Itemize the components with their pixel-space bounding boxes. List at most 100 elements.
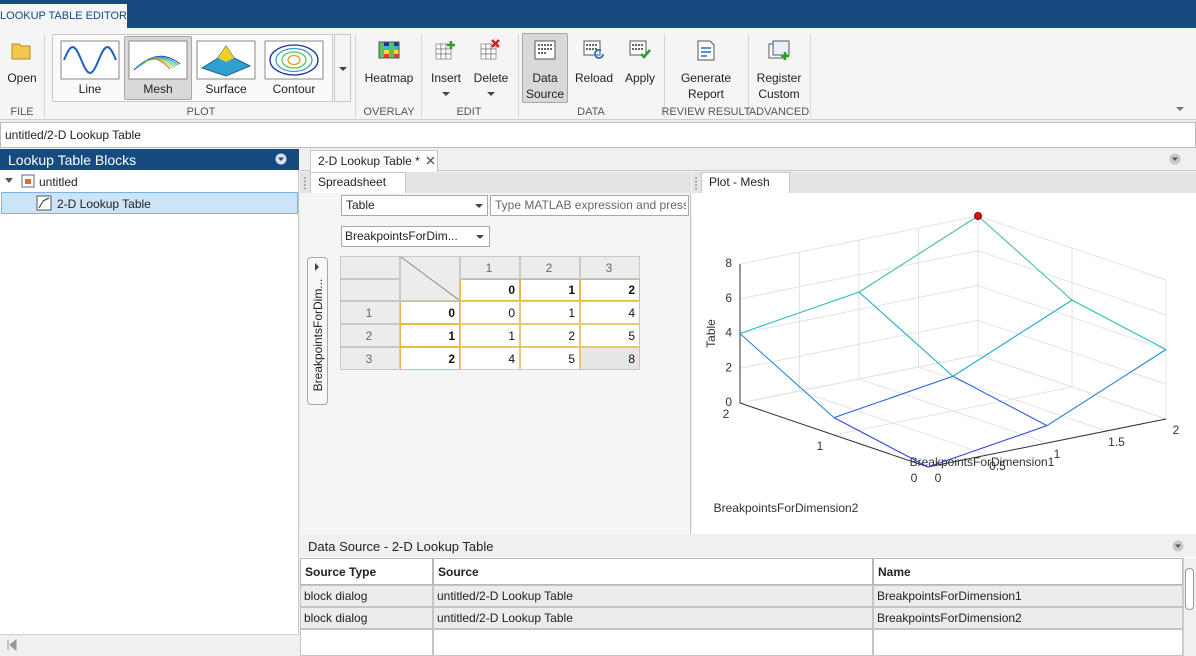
heat-cell bbox=[379, 42, 384, 46]
x-tick-label: 0 bbox=[935, 471, 942, 485]
toggle bbox=[5, 178, 13, 183]
arrow bbox=[1176, 107, 1184, 111]
ds-scroll-thumb[interactable] bbox=[1185, 568, 1194, 610]
table-cell-text: 4 bbox=[463, 352, 515, 366]
heat-cell bbox=[379, 46, 384, 50]
column-header-text: 1 bbox=[463, 261, 515, 275]
dropdown-arrow bbox=[486, 91, 496, 97]
sheet-tab-label: Spreadsheet bbox=[318, 175, 404, 189]
mesh-segment bbox=[978, 216, 1072, 300]
corner-cell bbox=[340, 256, 400, 279]
z-axis-label: Table bbox=[704, 319, 718, 348]
grid-cell bbox=[486, 49, 491, 54]
section-label: EDIT bbox=[419, 106, 519, 118]
doc-collapse bbox=[1169, 153, 1181, 165]
tree-child[interactable]: 2-D Lookup Table bbox=[57, 197, 277, 211]
grid-cell bbox=[486, 44, 491, 49]
mesh-segment bbox=[859, 292, 953, 376]
doc bbox=[630, 41, 646, 55]
grid-cell bbox=[491, 49, 496, 54]
model-icon bbox=[21, 173, 35, 189]
heat-cell bbox=[389, 46, 394, 50]
dropdown-arrow bbox=[474, 203, 484, 209]
button-icon bbox=[766, 38, 792, 62]
win2 bbox=[773, 41, 789, 55]
column-header-text: 3 bbox=[583, 261, 635, 275]
button-label: Open bbox=[2, 70, 42, 86]
thumb bbox=[265, 41, 323, 79]
gallery-label: Surface bbox=[192, 82, 260, 96]
corner-cell bbox=[340, 279, 400, 301]
grid-cell bbox=[441, 49, 446, 54]
heat-cell bbox=[389, 42, 394, 46]
button-label: Delete bbox=[471, 70, 511, 86]
title-bar bbox=[0, 0, 1196, 28]
dropdown-arrow bbox=[441, 91, 451, 97]
heat-cell bbox=[379, 54, 384, 58]
table-cell-text: 5 bbox=[583, 329, 635, 343]
ds-cell bbox=[873, 629, 1183, 656]
grid-line bbox=[740, 216, 1166, 280]
arrow bbox=[487, 92, 495, 96]
ds-cell-text: block dialog bbox=[304, 611, 429, 625]
row-breakpoint-text: 0 bbox=[403, 306, 455, 320]
ds-column-header-text: Source bbox=[438, 565, 868, 579]
button-icon bbox=[376, 38, 402, 62]
close bbox=[427, 157, 434, 164]
heat-cell bbox=[384, 42, 389, 46]
grid-cell bbox=[486, 54, 491, 59]
grid-cell bbox=[436, 49, 441, 54]
tree-root[interactable]: untitled bbox=[39, 175, 239, 189]
grid-cell bbox=[491, 54, 496, 59]
heat-cell bbox=[394, 42, 399, 46]
dot bbox=[695, 188, 697, 190]
drag-handle bbox=[693, 176, 699, 190]
heat-cell bbox=[394, 46, 399, 50]
grid-line bbox=[740, 320, 1166, 384]
column-header-text: 2 bbox=[523, 261, 575, 275]
arrow bbox=[475, 204, 483, 208]
grid-cell bbox=[481, 49, 486, 54]
grid-cell bbox=[446, 49, 451, 54]
column-breakpoint-text: 0 bbox=[463, 283, 515, 297]
mesh-segment bbox=[1072, 300, 1166, 349]
heat-cell bbox=[379, 50, 384, 54]
grid-cell bbox=[441, 44, 446, 49]
address-text: untitled/2-D Lookup Table bbox=[5, 128, 605, 142]
section-label: FILE bbox=[0, 106, 72, 118]
gallery-label: Mesh bbox=[124, 82, 192, 96]
x-tick-label: 1 bbox=[1054, 447, 1061, 461]
grid-line bbox=[859, 240, 1047, 443]
button-label: Insert bbox=[426, 70, 466, 86]
gallery-label: Contour bbox=[260, 82, 328, 96]
grid-line bbox=[740, 264, 928, 467]
section-label: ADVANCED bbox=[729, 106, 829, 118]
heat-cell bbox=[389, 54, 394, 58]
button-icon bbox=[433, 38, 459, 62]
y-tick-label: 2 bbox=[723, 407, 730, 421]
left-bottom bbox=[0, 634, 299, 656]
table-cell-text: 0 bbox=[463, 306, 515, 320]
tree-toggle bbox=[4, 176, 14, 186]
row-header-text: 3 bbox=[343, 352, 395, 366]
x-tick-label: 2 bbox=[1173, 423, 1180, 437]
grid-cell bbox=[436, 54, 441, 59]
table-cell-text: 4 bbox=[583, 306, 635, 320]
data-dropdown-text: Table bbox=[346, 198, 466, 212]
dot bbox=[304, 184, 306, 186]
breakpoint-dropdown-text: BreakpointsForDim... bbox=[345, 229, 467, 243]
plot-tab-label: Plot - Mesh bbox=[709, 175, 789, 189]
folder bbox=[12, 44, 30, 59]
gallery-thumb bbox=[196, 40, 256, 80]
blocks-title: Lookup Table Blocks bbox=[8, 152, 258, 168]
button-label: Apply bbox=[620, 70, 660, 86]
ds-cell bbox=[300, 629, 433, 656]
z-tick-label: 0 bbox=[725, 395, 732, 409]
dot bbox=[304, 177, 306, 179]
pane-toggle bbox=[6, 639, 18, 651]
grid-line bbox=[740, 355, 1166, 419]
model-block bbox=[25, 179, 31, 184]
dot bbox=[304, 188, 306, 190]
arrow bbox=[476, 235, 484, 239]
button-icon bbox=[581, 38, 607, 62]
